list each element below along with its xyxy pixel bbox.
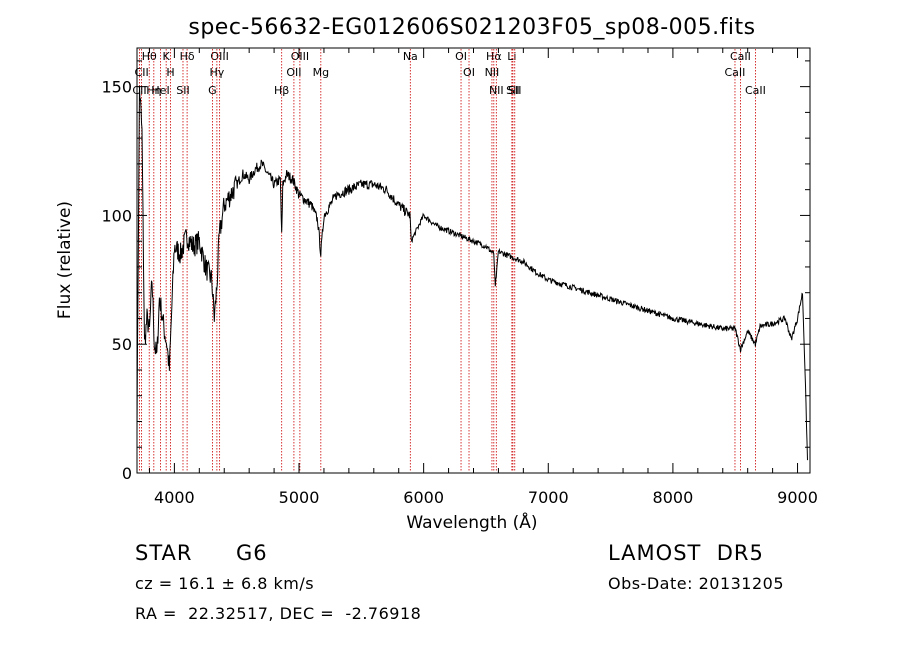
plot-frame — [136, 47, 811, 474]
x-tick-label: 5000 — [279, 488, 320, 507]
y-tick-label: 150 — [101, 78, 132, 97]
x-tick-label: 6000 — [403, 488, 444, 507]
x-axis-ticks: 4000 5000 6000 7000 8000 9000 — [148, 48, 818, 507]
line-label: OI — [455, 50, 467, 63]
redshift-velocity: cz = 16.1 ± 6.8 km/s — [135, 574, 315, 593]
line-label: NII — [485, 66, 500, 79]
line-label: OII — [286, 66, 301, 79]
line-label: G — [208, 84, 217, 97]
x-tick-label: 8000 — [653, 488, 694, 507]
line-label: SII — [506, 84, 519, 97]
coordinates: RA = 22.32517, DEC = -2.76918 — [135, 604, 422, 623]
line-label: CII — [135, 66, 149, 79]
line-label: Hδ — [180, 50, 195, 63]
y-axis-label: Flux (relative) — [55, 201, 75, 319]
line-label: Mg — [313, 66, 329, 79]
line-label: OIII — [291, 50, 309, 63]
line-label: Hθ — [142, 50, 157, 63]
y-tick-label: 0 — [122, 464, 132, 483]
spectrum-series — [136, 85, 808, 461]
x-tick-label: 9000 — [777, 488, 818, 507]
line-label: CaII — [745, 84, 766, 97]
line-label: SII — [508, 84, 521, 97]
line-label: SII — [176, 84, 189, 97]
y-axis-ticks: 0 50 100 150 — [101, 60, 810, 483]
y-tick-label: 50 — [112, 335, 132, 354]
chart-title: spec-56632-EG012606S021203F05_sp08-005.f… — [188, 15, 755, 40]
line-label: NII — [489, 84, 504, 97]
x-tick-label: 7000 — [528, 488, 569, 507]
object-subclass: G6 — [236, 541, 268, 565]
line-label: Hγ — [209, 66, 224, 79]
observation-date: Obs-Date: 20131205 — [608, 574, 785, 593]
x-tick-label: 4000 — [154, 488, 195, 507]
line-label: Hα — [486, 50, 502, 63]
line-label: CaII — [725, 66, 746, 79]
line-label: OI — [463, 66, 475, 79]
line-label: Hβ — [274, 84, 289, 97]
line-label: K — [163, 50, 171, 63]
object-class: STAR — [135, 541, 193, 565]
x-axis-label: Wavelength (Å) — [406, 511, 537, 533]
y-tick-label: 100 — [101, 206, 132, 225]
line-label: OIII — [210, 50, 228, 63]
line-label: HeI — [151, 84, 169, 97]
line-label: Hη — [146, 84, 161, 97]
survey-name: LAMOST DR5 — [608, 541, 764, 565]
line-label: Li — [507, 50, 516, 63]
spectrum-line — [136, 85, 808, 461]
line-label: Na — [403, 50, 418, 63]
line-label: H — [166, 66, 174, 79]
